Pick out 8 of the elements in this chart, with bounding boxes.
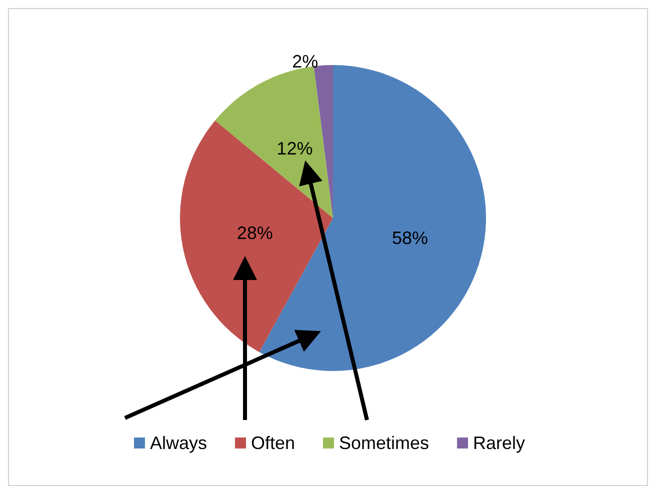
legend-label: Sometimes: [339, 433, 430, 453]
data-label: 2%: [292, 51, 318, 72]
data-label: 58%: [392, 228, 428, 248]
data-label: 28%: [236, 222, 273, 243]
legend-label: Often: [250, 433, 296, 453]
legend-label: Rarely: [473, 433, 526, 453]
legend-label: Always: [150, 433, 207, 453]
data-label: 12%: [276, 138, 313, 158]
